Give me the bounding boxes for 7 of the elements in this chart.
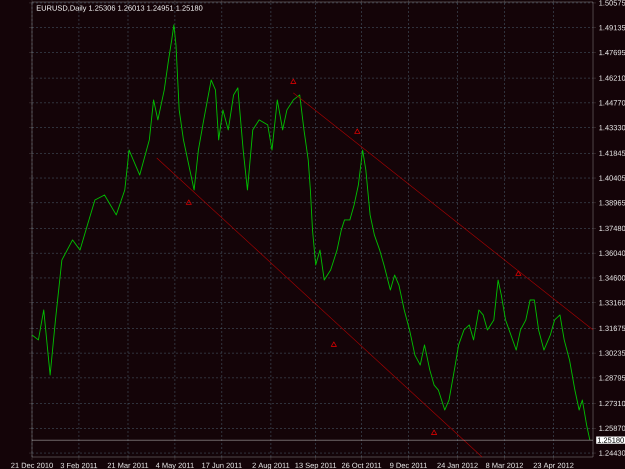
point	[290, 78, 296, 84]
point	[515, 270, 522, 276]
point	[186, 200, 192, 205]
line-series	[32, 24, 590, 440]
point	[431, 430, 438, 435]
point	[354, 128, 360, 134]
point	[330, 342, 337, 347]
